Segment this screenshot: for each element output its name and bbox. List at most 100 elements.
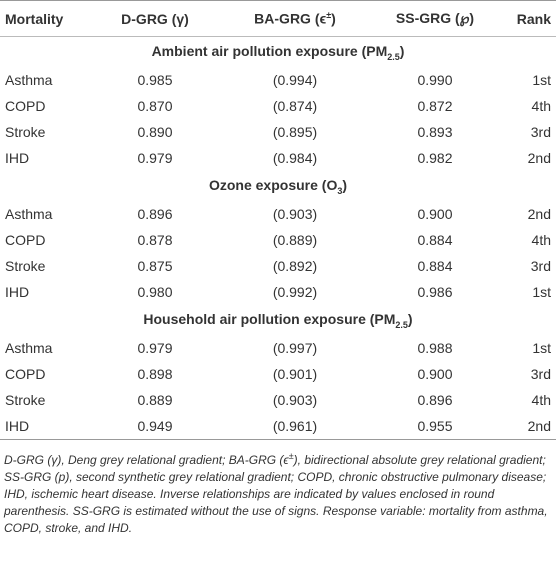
cell: (0.874) [272,98,318,114]
subscript: 2.5 [387,51,400,62]
cell: 2nd [527,206,551,222]
cell: 0.990 [417,72,453,88]
data-row: Asthma 0.896 (0.903) 0.900 2nd [0,201,556,227]
cell: (0.997) [272,340,318,356]
subscript: 2.5 [395,319,408,330]
cell: IHD [0,413,100,440]
cell: 3rd [530,124,551,140]
data-row: Stroke 0.889 (0.903) 0.896 4th [0,387,556,413]
text: Household air pollution exposure (PM [143,310,396,327]
cell: 0.890 [137,124,173,140]
cell: 0.889 [137,392,173,408]
cell: 0.979 [137,150,173,166]
cell: Asthma [5,206,53,222]
cell: 4th [531,98,551,114]
cell: 0.896 [137,206,173,222]
cell: 0.979 [137,340,173,356]
text: D-GRG (γ), Deng grey relational gradient… [4,453,289,467]
cell: 2nd [490,413,556,440]
header-cell: BA-GRG (ϵ±) [210,0,380,37]
section-title: Household air pollution exposure (PM2.5) [0,305,556,335]
cell: 0.955 [380,413,490,440]
header-cell: Mortality [0,0,100,37]
cell: 0.875 [137,258,173,274]
supscript: ± [288,451,294,461]
cell: 1st [532,284,551,300]
data-row: Asthma 0.979 (0.997) 0.988 1st [0,335,556,361]
cell: 0.893 [417,124,453,140]
cell: 0.896 [417,392,453,408]
cell: (0.984) [272,150,318,166]
section-row: Ambient air pollution exposure (PM2.5) [0,37,556,68]
cell: (0.992) [272,284,318,300]
text: Ambient air pollution exposure (PM [151,42,388,59]
data-row: Stroke 0.890 (0.895) 0.893 3rd [0,119,556,145]
section-row: Ozone exposure (O3) [0,171,556,201]
cell: 0.900 [417,366,453,382]
cell: Stroke [5,258,46,274]
cell: 0.988 [417,340,453,356]
cell: 0.870 [137,98,173,114]
text: ) [399,42,405,59]
cell: Asthma [5,72,53,88]
section-row: Household air pollution exposure (PM2.5) [0,305,556,335]
cell: (0.903) [272,392,318,408]
cell: 0.949 [100,413,210,440]
cell: Asthma [5,340,53,356]
data-row: COPD 0.878 (0.889) 0.884 4th [0,227,556,253]
text: ) [407,310,413,327]
cell: 1st [532,72,551,88]
footnote: D-GRG (γ), Deng grey relational gradient… [4,448,552,537]
cell: Stroke [5,392,46,408]
cell: 0.986 [417,284,453,300]
cell: COPD [5,98,46,114]
section-title: Ozone exposure (O3) [0,171,556,201]
text: BA-GRG (ϵ [254,10,327,27]
cell: 1st [532,340,551,356]
cell: (0.901) [272,366,318,382]
text: Ozone exposure (O [208,176,338,193]
supscript: ± [326,10,332,21]
cell: (0.903) [272,206,318,222]
cell: IHD [5,150,30,166]
cell: (0.961) [210,413,380,440]
table-body: Ambient air pollution exposure (PM2.5) As… [0,37,556,440]
cell: COPD [5,232,46,248]
header-cell: D-GRG (γ) [100,0,210,37]
cell: 0.898 [137,366,173,382]
data-row: IHD 0.949 (0.961) 0.955 2nd [0,413,556,440]
data-row: COPD 0.870 (0.874) 0.872 4th [0,93,556,119]
cell: COPD [5,366,46,382]
data-row: Asthma 0.985 (0.994) 0.990 1st [0,67,556,93]
cell: (0.892) [272,258,318,274]
data-row: Stroke 0.875 (0.892) 0.884 3rd [0,253,556,279]
cell: 4th [531,232,551,248]
cell: 4th [531,392,551,408]
cell: Stroke [5,124,46,140]
section-title: Ambient air pollution exposure (PM2.5) [0,37,556,68]
cell: 0.884 [417,258,453,274]
data-row: COPD 0.898 (0.901) 0.900 3rd [0,361,556,387]
text: ) [342,176,348,193]
cell: 0.982 [417,150,453,166]
cell: 2nd [527,150,551,166]
cell: 3rd [530,366,551,382]
cell: 0.985 [137,72,173,88]
cell: (0.994) [272,72,318,88]
cell: 0.980 [137,284,173,300]
header-row: Mortality D-GRG (γ) BA-GRG (ϵ±) SS-GRG (℘) R… [0,0,556,37]
data-row: IHD 0.979 (0.984) 0.982 2nd [0,145,556,171]
cell: IHD [5,284,30,300]
cell: 0.872 [417,98,453,114]
text: ) [331,10,336,27]
data-row: IHD 0.980 (0.992) 0.986 1st [0,279,556,305]
cell: 0.884 [417,232,453,248]
cell: 3rd [530,258,551,274]
cell: 0.878 [137,232,173,248]
data-table: Mortality D-GRG (γ) BA-GRG (ϵ±) SS-GRG (℘) R… [0,0,556,440]
subscript: 3 [337,185,343,196]
cell: (0.889) [272,232,318,248]
cell: (0.895) [272,124,318,140]
header-cell: SS-GRG (℘) [380,0,490,37]
